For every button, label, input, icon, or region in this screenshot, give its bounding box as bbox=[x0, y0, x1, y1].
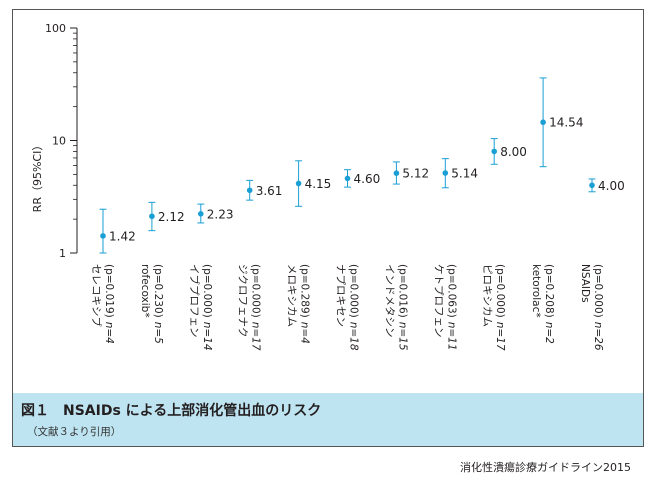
y-tick-label: 100 bbox=[45, 22, 66, 35]
sample-size: n=17 bbox=[494, 322, 506, 351]
rr-value-label: 2.12 bbox=[158, 210, 185, 224]
p-n-label: (p=0.289) n=4 bbox=[299, 264, 311, 344]
rr-point bbox=[246, 187, 253, 194]
rr-point bbox=[295, 180, 302, 187]
rr-value-label: 5.14 bbox=[451, 167, 478, 181]
rr-point bbox=[540, 119, 546, 126]
p-n-label: (p=0.000) n=14 bbox=[201, 264, 213, 351]
rr-value-label: 1.42 bbox=[109, 229, 136, 243]
p-n-label: (p=0.000) n=18 bbox=[348, 264, 360, 351]
sample-size: n=2 bbox=[543, 322, 555, 344]
category-label-group: ピロキシカム (p=0.000) n=17 bbox=[481, 264, 506, 351]
p-value: (p=0.000) bbox=[348, 264, 360, 318]
p-n-label: (p=0.230) n=5 bbox=[152, 264, 164, 344]
guideline-source: 消化性潰瘍診療ガイドライン2015 bbox=[460, 461, 631, 474]
p-value: (p=0.000) bbox=[250, 264, 262, 318]
p-n-label: (p=0.000) n=17 bbox=[250, 264, 262, 351]
drug-name-label: ケトプロフェン bbox=[432, 264, 444, 338]
category-label-group: インドメタシン (p=0.016) n=15 bbox=[383, 264, 408, 351]
rr-value-label: 5.12 bbox=[402, 167, 429, 181]
rr-point bbox=[198, 211, 204, 217]
p-n-label: (p=0.019) n=4 bbox=[103, 264, 115, 344]
sample-size: n=18 bbox=[348, 322, 360, 351]
drug-name-label: rofecoxib* bbox=[139, 264, 151, 318]
rr-point bbox=[393, 170, 400, 177]
sample-size: n=15 bbox=[396, 322, 408, 351]
rr-point bbox=[149, 213, 155, 220]
drug-name-label: インドメタシン bbox=[383, 264, 395, 338]
sample-size: n=5 bbox=[152, 322, 164, 344]
sample-size: n=11 bbox=[445, 322, 457, 351]
drug-name-label: ピロキシカム bbox=[481, 264, 493, 327]
rr-point bbox=[589, 182, 595, 189]
category-labels-layer: セレコキシブ (p=0.019) n=4 rofecoxib* (p=0.230) n=5… bbox=[90, 264, 604, 351]
rr-value-label: 14.54 bbox=[549, 116, 583, 130]
rr-value-label: 2.23 bbox=[207, 207, 234, 221]
caption-box: 図１ NSAIDs による上部消化管出血のリスク （文献３より引用） bbox=[13, 393, 643, 446]
drug-name-label: ketorolac* bbox=[530, 264, 542, 318]
p-n-label: (p=0.000) n=26 bbox=[592, 264, 604, 351]
p-value: (p=0.000) bbox=[592, 264, 604, 318]
marks-layer: 1.42 2.12 2.23 3.61 4.15 4.60 5.12 5.14 8.00 14.5… bbox=[99, 77, 625, 254]
rr-value-label: 4.15 bbox=[305, 177, 332, 191]
drug-name-label: ナプロキセン bbox=[335, 264, 347, 327]
p-value: (p=0.019) bbox=[103, 264, 115, 318]
rr-point bbox=[491, 148, 498, 155]
sample-size: n=14 bbox=[201, 322, 213, 351]
rr-point bbox=[442, 170, 449, 176]
sample-size: n=4 bbox=[299, 322, 311, 344]
p-n-label: (p=0.016) n=15 bbox=[396, 264, 408, 351]
rr-point bbox=[344, 175, 351, 182]
y-axis-label: RR（95%CI） bbox=[31, 140, 44, 213]
p-n-label: (p=0.063) n=11 bbox=[445, 264, 457, 351]
p-value: (p=0.000) bbox=[494, 264, 506, 318]
axis-layer: 1 10 100 bbox=[45, 22, 78, 260]
sample-size: n=4 bbox=[103, 322, 115, 344]
rr-point bbox=[100, 233, 106, 239]
p-value: (p=0.208) bbox=[543, 264, 555, 318]
category-label-group: ナプロキセン (p=0.000) n=18 bbox=[335, 264, 360, 351]
p-value: (p=0.063) bbox=[445, 264, 457, 318]
category-label-group: NSAIDs (p=0.000) n=26 bbox=[579, 264, 604, 351]
category-label-group: セレコキシブ (p=0.019) n=4 bbox=[90, 264, 115, 344]
p-value: (p=0.289) bbox=[299, 264, 311, 318]
y-tick-label: 1 bbox=[59, 247, 66, 260]
rr-value-label: 3.61 bbox=[256, 184, 283, 198]
drug-name-label: メロキシカム bbox=[286, 264, 298, 327]
figure-frame bbox=[12, 9, 644, 447]
y-tick-label: 10 bbox=[52, 135, 66, 148]
category-label-group: メロキシカム (p=0.289) n=4 bbox=[286, 264, 311, 344]
sample-size: n=17 bbox=[250, 322, 262, 351]
drug-name-label: ジクロフェナク bbox=[237, 264, 249, 338]
figure-caption-source: （文献３より引用） bbox=[27, 426, 122, 438]
rr-chart: 1 10 100 1.42 2.12 2.23 3.61 4.15 4.60 5.12 5.14 8… bbox=[31, 22, 625, 351]
p-n-label: (p=0.000) n=17 bbox=[494, 264, 506, 351]
drug-name-label: NSAIDs bbox=[579, 264, 591, 303]
category-label-group: ジクロフェナク (p=0.000) n=17 bbox=[237, 264, 262, 351]
rr-value-label: 4.60 bbox=[354, 172, 381, 186]
p-value: (p=0.000) bbox=[201, 264, 213, 318]
drug-name-label: セレコキシブ bbox=[90, 264, 103, 327]
p-value: (p=0.016) bbox=[396, 264, 408, 318]
p-n-label: (p=0.208) n=2 bbox=[543, 264, 555, 344]
category-label-group: ケトプロフェン (p=0.063) n=11 bbox=[432, 264, 457, 351]
sample-size: n=26 bbox=[592, 322, 604, 351]
rr-value-label: 4.00 bbox=[598, 179, 625, 193]
rr-value-label: 8.00 bbox=[500, 145, 527, 159]
figure-caption-title: 図１ NSAIDs による上部消化管出血のリスク bbox=[21, 403, 322, 419]
p-value: (p=0.230) bbox=[152, 264, 164, 318]
category-label-group: ketorolac* (p=0.208) n=2 bbox=[530, 264, 555, 344]
drug-name-label: イブプロフェン bbox=[188, 264, 201, 338]
category-label-group: rofecoxib* (p=0.230) n=5 bbox=[139, 264, 164, 344]
category-label-group: イブプロフェン (p=0.000) n=14 bbox=[188, 264, 213, 351]
